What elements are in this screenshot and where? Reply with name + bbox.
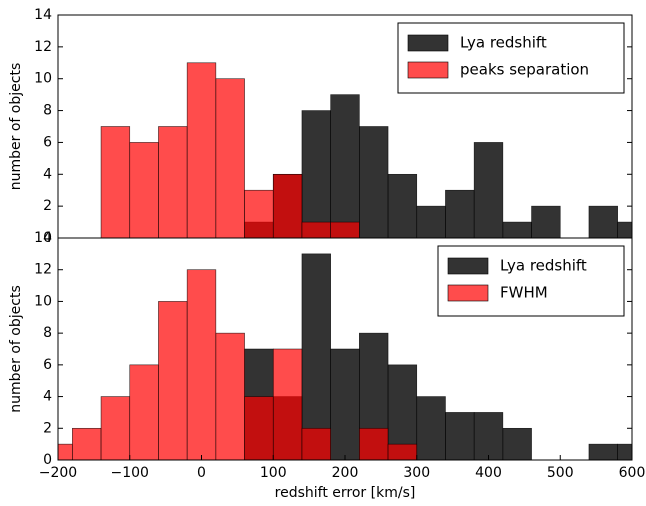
bar xyxy=(158,126,188,238)
y-tick-label: 14 xyxy=(34,7,52,23)
y-tick-label: 12 xyxy=(34,262,52,278)
y-tick-label: 10 xyxy=(34,293,52,309)
y-tick-label: 14 xyxy=(34,230,52,246)
y-axis-label: number of objects xyxy=(8,63,24,190)
y-tick-label: 2 xyxy=(43,198,52,214)
bar xyxy=(359,427,389,460)
x-tick-label: 100 xyxy=(260,465,287,481)
bar xyxy=(244,396,274,460)
bar xyxy=(215,332,245,460)
bar xyxy=(186,62,217,238)
bar xyxy=(301,253,331,460)
bar xyxy=(330,348,360,460)
plot-area xyxy=(100,62,632,238)
bar xyxy=(272,173,303,238)
bar xyxy=(186,269,217,460)
bar xyxy=(158,301,188,460)
bar xyxy=(244,189,274,238)
bar xyxy=(416,396,446,460)
x-tick-label: 600 xyxy=(619,465,646,481)
y-tick-label: 0 xyxy=(43,230,52,246)
y-tick-label: 12 xyxy=(34,39,52,55)
bar xyxy=(502,427,532,460)
x-tick-label: 500 xyxy=(547,465,574,481)
y-tick-label: 10 xyxy=(34,71,52,87)
y-tick-label: 4 xyxy=(43,389,52,405)
y-tick-label: 0 xyxy=(43,452,52,468)
bar xyxy=(473,412,504,460)
legend-swatch xyxy=(407,61,449,79)
bar xyxy=(387,173,418,238)
y-tick-label: 8 xyxy=(43,325,52,341)
bar xyxy=(531,205,561,238)
legend-swatch xyxy=(407,34,449,52)
bar xyxy=(473,142,504,238)
bar xyxy=(445,189,475,238)
y-tick-label: 6 xyxy=(43,134,52,150)
legend-swatch xyxy=(447,284,489,302)
bar xyxy=(445,412,475,460)
plot-area xyxy=(58,253,632,460)
x-tick-label: 200 xyxy=(332,465,359,481)
legend: Lya redshift FWHM xyxy=(437,245,625,317)
bar xyxy=(502,221,532,238)
bar xyxy=(100,126,131,238)
legend-label: peaks separation xyxy=(460,61,589,79)
x-tick-label: −100 xyxy=(111,465,149,481)
legend-label: Lya redshift xyxy=(500,257,587,275)
y-tick-label: 2 xyxy=(43,420,52,436)
bar xyxy=(129,142,159,238)
bar xyxy=(272,348,303,460)
bar xyxy=(330,221,360,238)
legend-frame xyxy=(397,22,625,94)
x-tick-label: 0 xyxy=(197,465,206,481)
bar xyxy=(301,221,331,238)
bar xyxy=(301,427,331,460)
bar xyxy=(301,110,331,238)
bar xyxy=(100,396,131,460)
bar xyxy=(588,205,618,238)
y-tick-label: 8 xyxy=(43,103,52,119)
legend-label: FWHM xyxy=(500,284,548,302)
x-tick-label: 300 xyxy=(403,465,430,481)
legend: Lya redshift peaks separation xyxy=(397,22,625,94)
bar xyxy=(588,443,618,460)
y-tick-label: 4 xyxy=(43,166,52,182)
y-axis-label: number of objects xyxy=(8,285,24,412)
bar xyxy=(617,443,632,460)
y-tick-label: 6 xyxy=(43,357,52,373)
legend-swatch xyxy=(447,257,489,275)
bar xyxy=(129,364,159,460)
legend-label: Lya redshift xyxy=(460,34,547,52)
bar xyxy=(330,94,360,238)
bar xyxy=(416,205,446,238)
x-tick-label: 400 xyxy=(475,465,502,481)
bar xyxy=(617,221,632,238)
x-tick-label: −200 xyxy=(39,465,77,481)
bar xyxy=(359,126,389,238)
bar xyxy=(72,427,102,460)
legend-frame xyxy=(437,245,625,317)
bar xyxy=(215,78,245,238)
x-axis-label: redshift error [km/s] xyxy=(275,485,416,501)
bar xyxy=(387,443,418,460)
